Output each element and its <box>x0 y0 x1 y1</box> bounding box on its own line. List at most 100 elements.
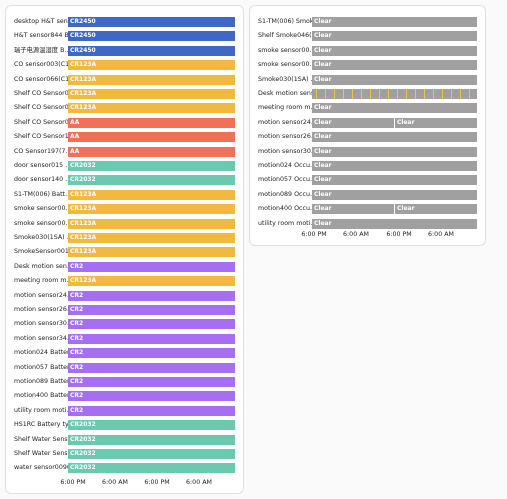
timeline-row: motion sensor24… CR2 <box>6 290 243 302</box>
timeline-row: motion057 Occu… Clear <box>250 174 485 186</box>
timeline-row: CO Sensor197(7… AA <box>6 146 243 158</box>
battery-type-card: desktop H&T sen… CR2450 H&T sensor844 B… CR… <box>5 5 244 494</box>
entity-label: Shelf CO Sensor0… <box>14 90 70 97</box>
state-segment: CR123A <box>68 103 235 114</box>
timeline-row: SmokeSensor001… CR123A <box>6 246 243 258</box>
entity-label: HS1RC Battery ty… <box>14 421 70 429</box>
entity-label: motion400 Batter… <box>14 392 70 400</box>
timeline-row: motion089 Batter… CR2 <box>6 376 243 388</box>
state-segment: CR123A <box>68 89 235 99</box>
timeline-row: motion sensor24… Clear Clear <box>250 117 485 129</box>
timeline-bar: CR2032 <box>68 420 235 431</box>
entity-label: motion sensor24… <box>14 291 70 299</box>
axis-label: 6:00 PM <box>144 479 170 486</box>
entity-label: motion089 Batter… <box>14 378 70 385</box>
state-segment: CR123A <box>68 204 235 215</box>
axis-label: 6:00 AM <box>428 231 454 238</box>
timeline-row: smoke sensor00… CR123A <box>6 203 243 215</box>
state-segment: CR2032 <box>68 449 235 459</box>
entity-label: Smoke030(1SA) … <box>14 234 70 241</box>
state-segment: CR2450 <box>68 31 235 42</box>
timeline-bar: CR2032 <box>68 434 235 445</box>
timeline-bar: Clear <box>312 45 477 56</box>
state-segment: CR123A <box>68 218 235 229</box>
timeline-row: Shelf Water Sens… CR2032 <box>6 448 243 460</box>
state-segment: CR2 <box>68 290 235 301</box>
timeline-row: motion sensor34… CR2 <box>6 333 243 345</box>
timeline-row: utility room moti… Clear <box>250 218 485 230</box>
entity-label: smoke sensor00… <box>258 46 314 54</box>
timeline-row: smoke sensor00… CR123A <box>6 218 243 230</box>
entity-label: CO sensor003(C1… <box>14 61 70 69</box>
timeline-bar: CR123A <box>68 89 235 99</box>
axis-label: 6:00 PM <box>60 479 86 486</box>
entity-label: desktop H&T sen… <box>14 18 70 25</box>
entity-label: utility room moti… <box>14 406 70 414</box>
timeline-row: meeting room m… Clear <box>250 102 485 114</box>
timeline-row: CO sensor066(C1… CR123A <box>6 74 243 86</box>
state-stripes <box>312 89 477 99</box>
timeline-bar: Clear <box>312 74 477 85</box>
entity-label: smoke sensor00… <box>14 219 70 227</box>
timeline-bar: CR123A <box>68 218 235 229</box>
timeline-row: Smoke030(1SA) … CR123A <box>6 232 243 244</box>
timeline-row: motion089 Occu… Clear <box>250 189 485 201</box>
entity-label: smoke sensor00… <box>14 205 70 213</box>
timeline-row: motion sensor26… Clear <box>250 131 485 143</box>
timeline-row: Smoke030(1SA) … Clear <box>250 74 485 86</box>
entity-label: Smoke030(1SA) … <box>258 75 314 83</box>
timeline-row: S1-TM(006) Smoke Clear <box>250 16 485 28</box>
timeline-bar: Clear <box>312 189 477 200</box>
timeline-bar: Clear <box>312 60 477 71</box>
entity-label: door sensor015 … <box>14 162 70 169</box>
state-segment: Clear <box>312 74 477 85</box>
entity-label: meeting room m… <box>14 277 70 285</box>
entity-label: motion024 Occu… <box>258 162 314 169</box>
state-segment: Clear <box>312 45 477 56</box>
timeline-row: motion sensor30… CR2 <box>6 318 243 330</box>
timeline-bar <box>312 89 477 99</box>
state-segment: Clear <box>312 117 394 128</box>
state-segment: CR2450 <box>68 45 235 56</box>
state-segment: Clear <box>312 189 477 200</box>
state-segment: CR2 <box>68 377 235 387</box>
timeline-bar: CR2 <box>68 319 235 330</box>
timeline-row: H&T sensor844 B… CR2450 <box>6 30 243 42</box>
state-segment: Clear <box>312 161 477 171</box>
entity-label: H&T sensor844 B… <box>14 32 70 40</box>
timeline-bar: CR2450 <box>68 17 235 27</box>
state-segment: Clear <box>312 218 477 229</box>
timeline-bar: CR2 <box>68 391 235 402</box>
timeline-bar: CR2032 <box>68 175 235 186</box>
state-segment: Clear <box>312 17 477 27</box>
state-segment: CR2 <box>68 319 235 330</box>
timeline-row: Shelf CO Sensor0… CR123A <box>6 102 243 114</box>
timeline-row: Desk motion sens… <box>250 88 485 100</box>
entity-label: motion sensor24… <box>258 118 314 126</box>
timeline-row: motion sensor26… CR2 <box>6 304 243 316</box>
entity-label: 瑞子电源温湿度 B… <box>14 46 70 54</box>
state-segment: CR2032 <box>68 463 235 474</box>
entity-label: S1-TM(006) Batt… <box>14 190 70 198</box>
timeline-bar: Clear <box>312 175 477 186</box>
timeline-bar: CR123A <box>68 74 235 85</box>
state-segment: AA <box>68 132 235 143</box>
entity-label: SmokeSensor001… <box>14 248 70 256</box>
timeline-bar: Clear <box>312 132 477 143</box>
timeline-bar: AA <box>68 146 235 157</box>
entity-label: motion089 Occu… <box>258 190 314 198</box>
timeline-row: utility room moti… CR2 <box>6 405 243 417</box>
timeline-row: motion024 Occu… Clear <box>250 160 485 172</box>
timeline-bar: CR123A <box>68 233 235 243</box>
state-segment: CR2032 <box>68 175 235 186</box>
entity-label: motion sensor26… <box>14 306 70 313</box>
state-segment: CR2 <box>68 405 235 416</box>
timeline-row: smoke sensor00… Clear <box>250 59 485 71</box>
state-segment: CR123A <box>68 247 235 258</box>
state-segment: Clear <box>312 103 477 114</box>
timeline-row: 瑞子电源温湿度 B… CR2450 <box>6 45 243 57</box>
entity-label: door sensor140 … <box>14 176 70 184</box>
state-segment: CR2 <box>68 261 235 272</box>
entity-label: motion057 Batter… <box>14 363 70 371</box>
entity-label: Shelf CO Sensor0… <box>14 104 70 112</box>
